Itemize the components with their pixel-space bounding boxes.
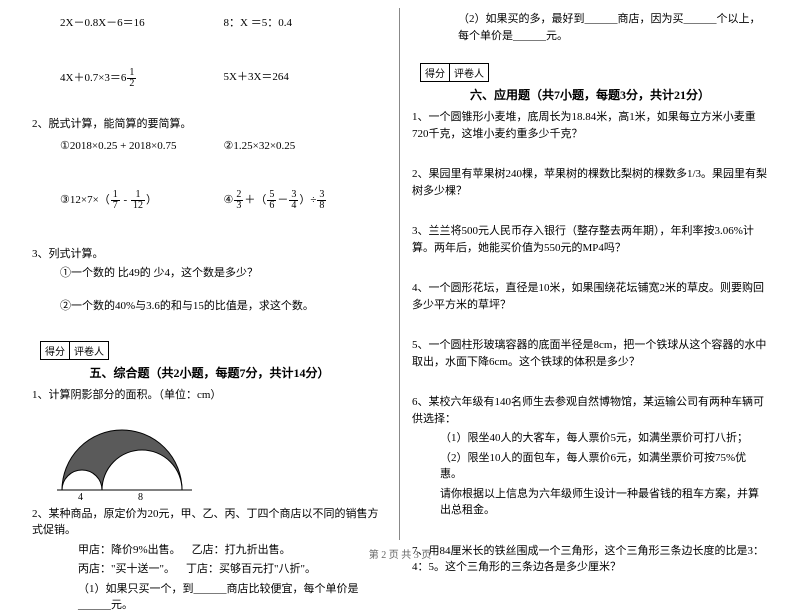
eq-2a-prefix: 4X＋0.7×3＝6 (60, 72, 126, 84)
section-5-title: 五、综合题（共2小题，每题7分，共计14分） (32, 364, 387, 381)
s6-q1: 1、一个圆锥形小麦堆，底周长为18.84米，高1米，如果每立方米小麦重720千克… (412, 109, 768, 142)
shaded-figure: 4 8 (52, 410, 232, 500)
frac-n: 1 (131, 190, 145, 201)
grader-label: 评卷人 (450, 64, 488, 81)
s5-q2-row2: 丙店："买十送一"。 丁店：买够百元打"八折"。 (32, 561, 387, 578)
equation-row-2: 4X＋0.7×3＝612 5X＋3X＝264 (32, 68, 387, 89)
q2-item-2: ②1.25×32×0.25 (224, 139, 388, 152)
txt: ） (146, 194, 157, 206)
left-column: 2X－0.8X－6＝16 8：X ＝5：0.4 4X＋0.7×3＝612 5X＋… (20, 8, 400, 540)
frac-d: 3 (234, 201, 243, 211)
s6-q4: 4、一个圆形花坛，直径是10米，如果围绕花坛铺宽2米的草皮。则要购回多少平方米的… (412, 280, 768, 313)
q2-item-3: ③12×7×（17 - 112） (60, 190, 224, 211)
s6-q5: 5、一个圆柱形玻璃容器的底面半径是8cm，把一个铁球从这个容器的水中取出，水面下… (412, 337, 768, 370)
s6-q6-l2: （2）限坐10人的面包车，每人票价6元，如满坐票价可按75%优惠。 (412, 450, 768, 483)
txt: － (277, 194, 288, 206)
q2-item-1: ①2018×0.25 + 2018×0.75 (60, 139, 224, 152)
s6-q6-head: 6、某校六年级有140名师生去参观自然博物馆，某运输公司有两种车辆可供选择： (412, 394, 768, 427)
s6-q6-l1: （1）限坐40人的大客车，每人票价5元，如满坐票价可打八折； (412, 430, 768, 447)
q2-row-b: ③12×7×（17 - 112） ④23＋（56－34）÷38 (32, 190, 387, 211)
frac-d: 2 (127, 79, 136, 89)
frac-n: 5 (267, 190, 276, 201)
score-label: 得分 (421, 64, 450, 81)
q2-item-4: ④23＋（56－34）÷38 (224, 190, 388, 211)
s5-q2-head: 2、某种商品，原定价为20元，甲、乙、丙、丁四个商店以不同的销售方式促销。 (32, 506, 387, 539)
score-label: 得分 (41, 342, 70, 359)
score-box: 得分 评卷人 (40, 341, 109, 360)
frac-d: 4 (289, 201, 298, 211)
s6-q6-l3: 请你根据以上信息为六年级师生设计一种最省钱的租车方案，并算出总租金。 (412, 486, 768, 519)
s5-q2-sub2: （2）如果买的多，最好到______商店，因为买______个以上，每个单价是_… (412, 11, 768, 44)
txt: - (121, 194, 130, 206)
eq-2b: 5X＋3X＝264 (224, 68, 388, 89)
s6-q3: 3、兰兰将500元人民币存入银行（整存整去两年期），年利率按3.06%计算。两年… (412, 223, 768, 256)
right-column: （2）如果买的多，最好到______商店，因为买______个以上，每个单价是_… (400, 8, 780, 540)
q3-head: 3、列式计算。 (32, 246, 387, 263)
s5-q1: 1、计算阴影部分的面积。（单位：cm） (32, 387, 387, 404)
frac-n: 3 (289, 190, 298, 201)
frac-d: 12 (131, 201, 145, 211)
q2-head: 2、脱式计算，能简算的要简算。 (32, 116, 387, 133)
fig-label-4: 4 (78, 492, 83, 500)
s6-q2: 2、果园里有苹果树240棵，苹果树的棵数比梨树的棵数多1/3。果园里有梨树多少棵… (412, 166, 768, 199)
score-box-r: 得分 评卷人 (420, 63, 489, 82)
s5-q2-sub1: （1）如果只买一个，到______商店比较便宜，每个单价是______元。 (32, 581, 387, 614)
grader-label: 评卷人 (70, 342, 108, 359)
equation-row-1: 2X－0.8X－6＝16 8：X ＝5：0.4 (32, 14, 387, 30)
eq-1b: 8：X ＝5：0.4 (224, 14, 388, 30)
txt: ＋（ (244, 194, 266, 206)
frac-d: 7 (111, 201, 120, 211)
frac-n: 2 (234, 190, 243, 201)
frac-n: 3 (317, 190, 326, 201)
txt: ④ (224, 194, 234, 206)
q2-row-a: ①2018×0.25 + 2018×0.75 ②1.25×32×0.25 (32, 139, 387, 152)
txt: ③12×7×（ (60, 194, 110, 206)
q3-item-1: ①一个数的 比49的 少4，这个数是多少？ (32, 265, 387, 282)
eq-2a: 4X＋0.7×3＝612 (60, 68, 224, 89)
page-container: 2X－0.8X－6＝16 8：X ＝5：0.4 4X＋0.7×3＝612 5X＋… (0, 0, 800, 540)
frac-d: 8 (317, 201, 326, 211)
q3-item-2: ②一个数的40%与3.6的和与15的比值是，求这个数。 (32, 298, 387, 315)
page-footer: 第 2 页 共 3 页 (0, 546, 800, 561)
txt: ）÷ (299, 194, 316, 206)
frac-d: 6 (267, 201, 276, 211)
fig-label-8: 8 (138, 492, 143, 500)
eq-1a: 2X－0.8X－6＝16 (60, 14, 224, 30)
frac-n: 1 (111, 190, 120, 201)
section-6-title: 六、应用题（共7小题，每题3分，共计21分） (412, 86, 768, 103)
